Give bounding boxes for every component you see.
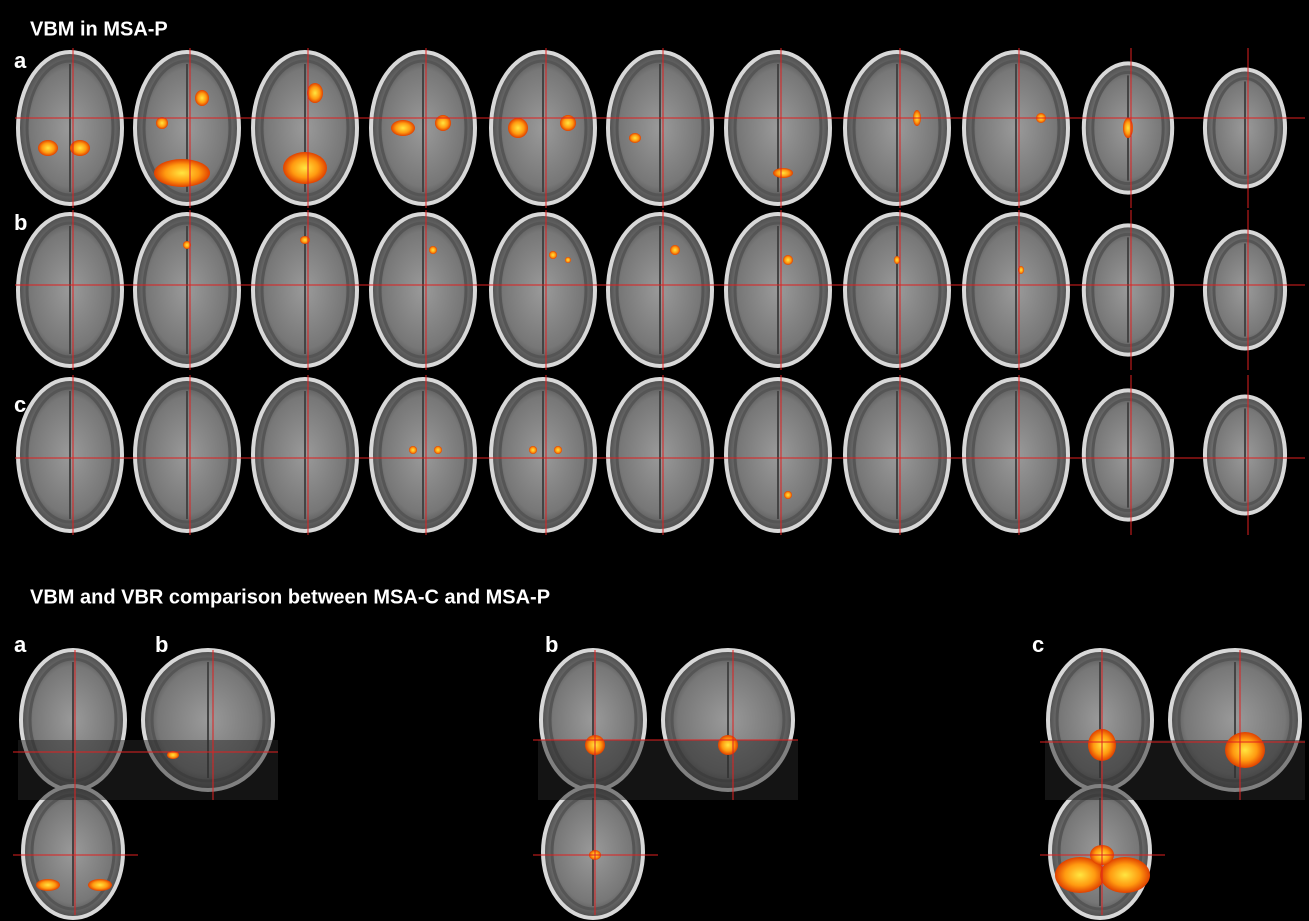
- activation: [894, 256, 900, 264]
- panel-label: c: [1032, 632, 1044, 657]
- activation: [154, 159, 210, 187]
- page: VBM in MSA-P a b c VBM and VBR compariso…: [0, 0, 1309, 921]
- figure-title: VBM in MSA-P: [30, 18, 168, 40]
- activation: [718, 735, 738, 755]
- slice-cut: [18, 740, 278, 800]
- activation: [783, 255, 793, 265]
- activation: [435, 115, 451, 131]
- activation: [554, 446, 562, 454]
- activation: [560, 115, 576, 131]
- panel-label: b: [155, 632, 168, 657]
- slice-cut: [1045, 740, 1305, 800]
- panel-label: b: [545, 632, 558, 657]
- activation: [670, 245, 680, 255]
- activation: [156, 117, 168, 129]
- activation: [508, 118, 528, 138]
- activation: [434, 446, 442, 454]
- activation: [629, 133, 641, 143]
- panel-label: a: [14, 632, 27, 657]
- activation: [38, 140, 58, 156]
- activation: [307, 83, 323, 103]
- row-label: a: [14, 48, 27, 73]
- activation: [549, 251, 557, 259]
- activation: [88, 879, 112, 891]
- activation: [529, 446, 537, 454]
- activation: [1225, 732, 1265, 768]
- activation: [565, 257, 571, 263]
- activation: [429, 246, 437, 254]
- activation: [784, 491, 792, 499]
- activation: [773, 168, 793, 178]
- row-label: b: [14, 210, 27, 235]
- activation: [391, 120, 415, 136]
- activation: [283, 152, 327, 184]
- figure: VBM in MSA-P a b c VBM and VBR compariso…: [0, 0, 1309, 921]
- activation: [195, 90, 209, 106]
- activation: [36, 879, 60, 891]
- section-title: VBM and VBR comparison between MSA-C and…: [30, 586, 550, 608]
- slice-cut: [538, 740, 798, 800]
- activation: [409, 446, 417, 454]
